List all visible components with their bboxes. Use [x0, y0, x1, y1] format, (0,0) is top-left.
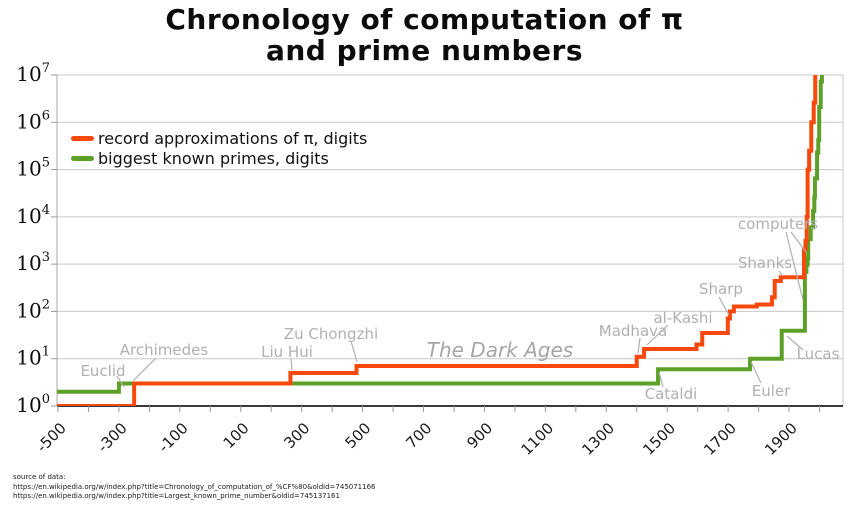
x-tick-label: 700 [402, 419, 435, 452]
annotation-label: Madhava [599, 322, 667, 340]
annotation-pointer [778, 270, 784, 277]
legend-label-pi: record approximations of π, digits [98, 128, 368, 148]
annotation-label: Shanks [738, 254, 792, 272]
x-tick-label: 1100 [517, 419, 557, 459]
annotation-label: The Dark Ages [427, 338, 573, 362]
annotation-pointer [750, 361, 762, 384]
chart-title-line1: Chronology of computation of π [165, 3, 684, 36]
legend: record approximations of π, digits bigge… [71, 128, 367, 168]
annotation-pointer [116, 375, 125, 388]
y-tick-label: 106 [16, 108, 50, 133]
x-tick-label: 1700 [700, 419, 740, 459]
annotation-label: Sharp [699, 280, 743, 298]
x-tick-label: 900 [463, 419, 496, 452]
x-tick-label: 300 [281, 419, 314, 452]
legend-item-pi: record approximations of π, digits [71, 128, 367, 148]
y-tick-label: 101 [16, 345, 50, 370]
x-tick-label: -300 [94, 419, 131, 456]
annotation-pointer [290, 358, 293, 371]
source-link-primes[interactable]: https://en.wikipedia.org/w/index.php?tit… [13, 492, 340, 500]
annotation-label: Euclid [80, 362, 125, 380]
annotation-pointer [132, 357, 157, 382]
chart-title: Chronology of computation of π and prime… [0, 4, 849, 66]
annotation-label: Archimedes [120, 341, 209, 359]
x-tick-label: 1500 [639, 419, 679, 459]
y-tick-label: 104 [16, 203, 50, 228]
chart-title-line2: and prime numbers [265, 34, 584, 67]
annotation-label: Liu Hui [261, 343, 313, 361]
annotation-label: computers [738, 215, 818, 233]
source-note: source of data: https://en.wikipedia.org… [13, 473, 376, 502]
x-tick-label: 500 [341, 419, 374, 452]
y-tick-label: 107 [16, 61, 50, 86]
y-tick-label: 105 [16, 156, 50, 181]
x-tick-label: -100 [155, 419, 192, 456]
x-tick-label: 1900 [761, 419, 801, 459]
x-tick-label: 1300 [578, 419, 618, 459]
x-tick-label: -500 [33, 419, 70, 456]
annotation-pointer [646, 324, 669, 346]
annotation-label: Euler [752, 382, 791, 400]
primes-series-line [57, 75, 824, 394]
annotation-pointer [718, 296, 730, 316]
y-tick-label: 103 [16, 250, 50, 275]
y-tick-label: 102 [16, 297, 50, 322]
pi-line-swatch [71, 135, 94, 141]
annotation-pointer [786, 335, 804, 351]
pi-series-line [57, 75, 818, 406]
x-tick-label: 100 [220, 419, 253, 452]
source-note-caption: source of data: [13, 473, 66, 481]
annotation-pointer [790, 231, 807, 253]
y-tick-label: 100 [16, 392, 50, 417]
annotation-pointer [785, 231, 804, 301]
annotation-pointer [658, 371, 664, 388]
annotation-pointer [637, 337, 641, 354]
primes-line-swatch [71, 155, 94, 161]
annotation-pointer [350, 340, 358, 363]
annotation-label: al-Kashi [653, 309, 712, 327]
annotation-label: Zu Chongzhi [284, 325, 378, 343]
legend-label-primes: biggest known primes, digits [98, 148, 329, 168]
source-link-pi[interactable]: https://en.wikipedia.org/w/index.php?tit… [13, 482, 376, 491]
annotation-label: Cataldi [645, 385, 698, 403]
annotation-label: Lucas [797, 345, 840, 363]
legend-item-primes: biggest known primes, digits [71, 148, 367, 168]
